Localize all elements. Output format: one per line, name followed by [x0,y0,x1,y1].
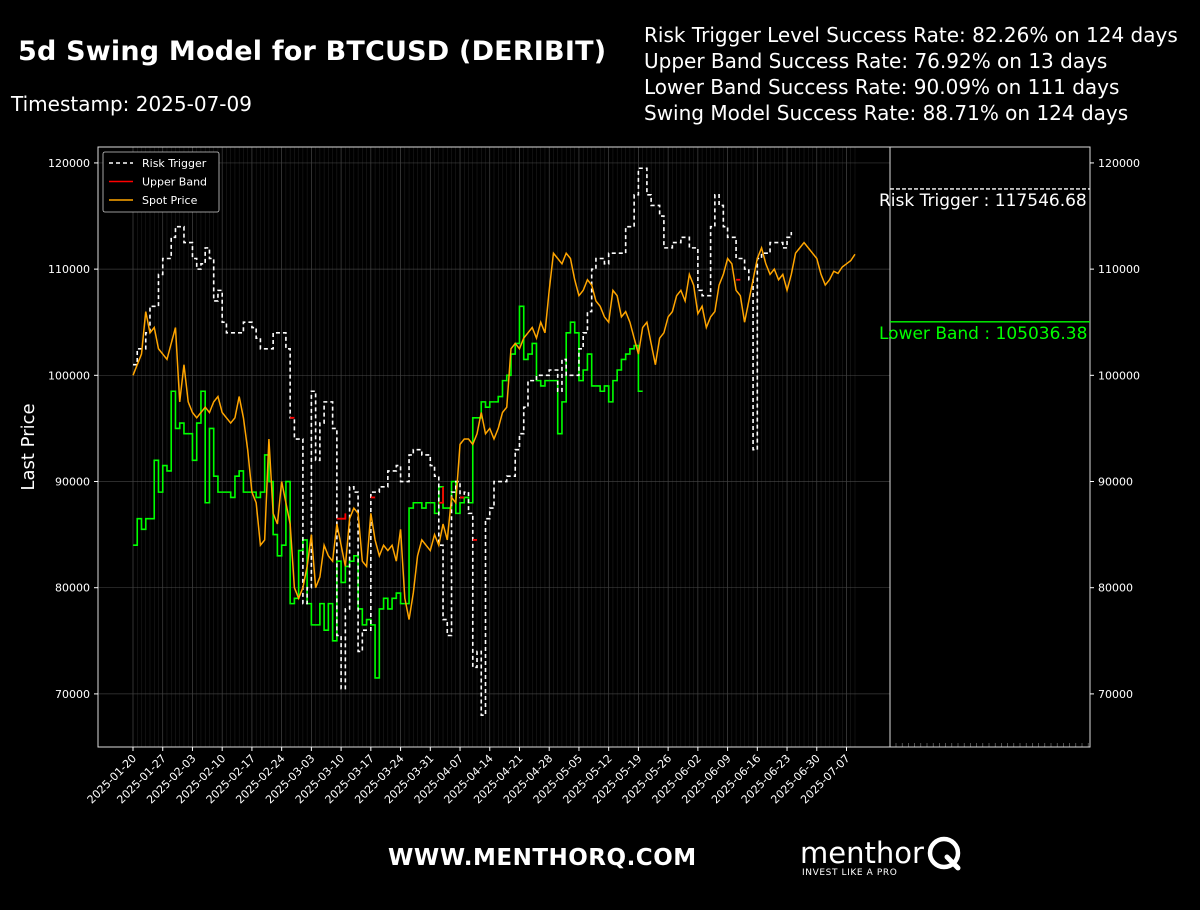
swing-model-success-rate: Swing Model Success Rate: 88.71% on 124 … [644,101,1129,125]
risk-trigger-annotation: Risk Trigger : 117546.68 [879,191,1087,211]
legend-label: Upper Band [142,176,207,189]
footer-url: WWW.MENTHORQ.COM [388,845,697,871]
y-tick-label: 70000 [55,688,90,701]
y-tick-label-right: 100000 [1098,369,1140,382]
logo-wordmark: menthor [800,836,924,870]
risk-trigger-line [133,167,793,716]
logo-tagline: INVEST LIKE A PRO [802,868,898,878]
y-tick-label: 80000 [55,582,90,595]
y-tick-label-right: 110000 [1098,263,1140,276]
y-tick-label-right: 70000 [1098,688,1133,701]
spot-price-line [132,241,856,620]
y-tick-label: 100000 [48,369,90,382]
risk-trigger-success-rate: Risk Trigger Level Success Rate: 82.26% … [644,23,1178,47]
y-tick-label-right: 80000 [1098,582,1133,595]
success-rate-stats: Risk Trigger Level Success Rate: 82.26% … [644,22,1178,126]
upper-band-segment [438,486,444,504]
logo-q-icon: Q [927,836,961,871]
y-axis-label: Last Price [18,403,39,490]
upper-band-segment [336,513,347,520]
menthorq-logo: menthor INVEST LIKE A PRO Q [800,834,970,884]
legend: Risk Trigger Upper Band Spot Price [102,151,220,213]
minor-grid [132,147,856,747]
y-tick-label: 110000 [48,263,90,276]
lower-band-annotation: Lower Band : 105036.38 [879,324,1087,344]
logo-q-letter: Q [938,857,939,858]
side-panel-frame [889,146,1091,748]
y-tick-label-right: 90000 [1098,476,1133,489]
legend-box [102,151,220,213]
upper-band-success-rate: Upper Band Success Rate: 76.92% on 13 da… [644,49,1108,73]
lower-band-line [133,305,643,679]
legend-label: Spot Price [142,194,198,207]
timestamp: Timestamp: 2025-07-09 [11,92,252,116]
y-tick-label-right: 120000 [1098,157,1140,170]
lower-band-success-rate: Lower Band Success Rate: 90.09% on 111 d… [644,75,1120,99]
chart-title: 5d Swing Model for BTCUSD (DERIBIT) [18,36,607,67]
legend-label: Risk Trigger [142,157,207,170]
y-tick-label: 90000 [55,476,90,489]
y-tick-label: 120000 [48,157,90,170]
